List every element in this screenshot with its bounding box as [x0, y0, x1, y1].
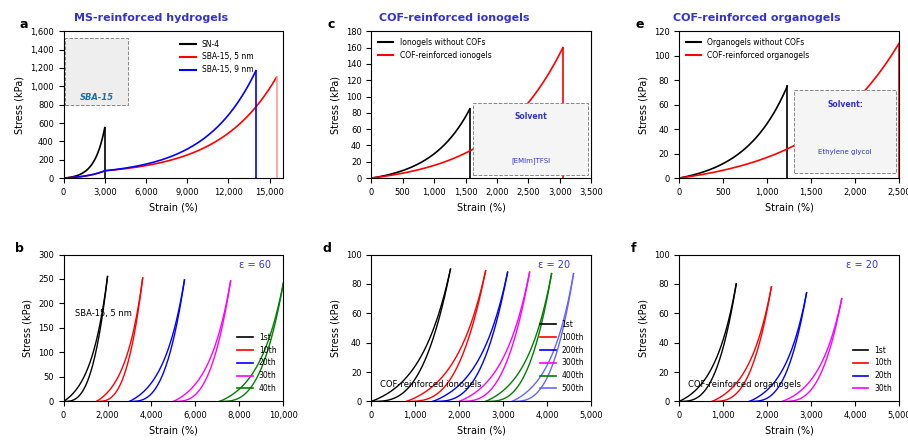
- Text: f: f: [631, 242, 637, 255]
- Y-axis label: Stress (kPa): Stress (kPa): [23, 299, 33, 357]
- FancyBboxPatch shape: [64, 37, 128, 105]
- Legend: Ionogels without COFs, COF-reinforced ionogels: Ionogels without COFs, COF-reinforced io…: [375, 35, 494, 63]
- Text: b: b: [15, 242, 25, 255]
- Text: ε = 20: ε = 20: [846, 260, 878, 270]
- X-axis label: Strain (%): Strain (%): [149, 425, 198, 436]
- Text: SBA-15, 5 nm: SBA-15, 5 nm: [74, 309, 132, 318]
- Text: COF-reinforced organogels: COF-reinforced organogels: [673, 13, 841, 23]
- Text: COF-reinforced ionogels: COF-reinforced ionogels: [380, 380, 481, 389]
- Legend: Organogels without COFs, COF-reinforced organogels: Organogels without COFs, COF-reinforced …: [683, 35, 813, 63]
- Y-axis label: Stress (kPa): Stress (kPa): [15, 76, 25, 134]
- X-axis label: Strain (%): Strain (%): [765, 202, 814, 212]
- Y-axis label: Stress (kPa): Stress (kPa): [331, 299, 340, 357]
- Text: a: a: [20, 18, 28, 31]
- Text: ε = 60: ε = 60: [240, 260, 271, 270]
- X-axis label: Strain (%): Strain (%): [457, 425, 506, 436]
- X-axis label: Strain (%): Strain (%): [457, 202, 506, 212]
- Text: ε = 20: ε = 20: [538, 260, 570, 270]
- Y-axis label: Stress (kPa): Stress (kPa): [638, 76, 648, 134]
- FancyBboxPatch shape: [473, 103, 588, 175]
- Y-axis label: Stress (kPa): Stress (kPa): [638, 299, 648, 357]
- Legend: SN-4, SBA-15, 5 nm, SBA-15, 9 nm: SN-4, SBA-15, 5 nm, SBA-15, 9 nm: [177, 37, 256, 77]
- Text: c: c: [328, 18, 335, 31]
- Text: COF-reinforced ionogels: COF-reinforced ionogels: [379, 13, 529, 23]
- Text: MS-reinforced hydrogels: MS-reinforced hydrogels: [74, 13, 229, 23]
- Text: e: e: [635, 18, 644, 31]
- Text: [EMIm]TFSI: [EMIm]TFSI: [511, 157, 550, 164]
- Text: COF-reinforced organogels: COF-reinforced organogels: [688, 380, 801, 389]
- Text: d: d: [323, 242, 331, 255]
- Legend: 1st, 10th, 20th, 30th: 1st, 10th, 20th, 30th: [850, 343, 895, 396]
- Legend: 1st, 10th, 20th, 30th, 40th: 1st, 10th, 20th, 30th, 40th: [234, 330, 280, 396]
- Y-axis label: Stress (kPa): Stress (kPa): [331, 76, 340, 134]
- Legend: 1st, 100th, 200th, 300th, 400th, 500th: 1st, 100th, 200th, 300th, 400th, 500th: [538, 317, 587, 396]
- Text: Solvent: Solvent: [514, 112, 547, 121]
- X-axis label: Strain (%): Strain (%): [149, 202, 198, 212]
- Text: Solvent:: Solvent:: [827, 100, 864, 109]
- Text: SBA-15: SBA-15: [80, 93, 114, 102]
- Text: Ethylene glycol: Ethylene glycol: [818, 149, 872, 155]
- FancyBboxPatch shape: [794, 90, 896, 173]
- X-axis label: Strain (%): Strain (%): [765, 425, 814, 436]
